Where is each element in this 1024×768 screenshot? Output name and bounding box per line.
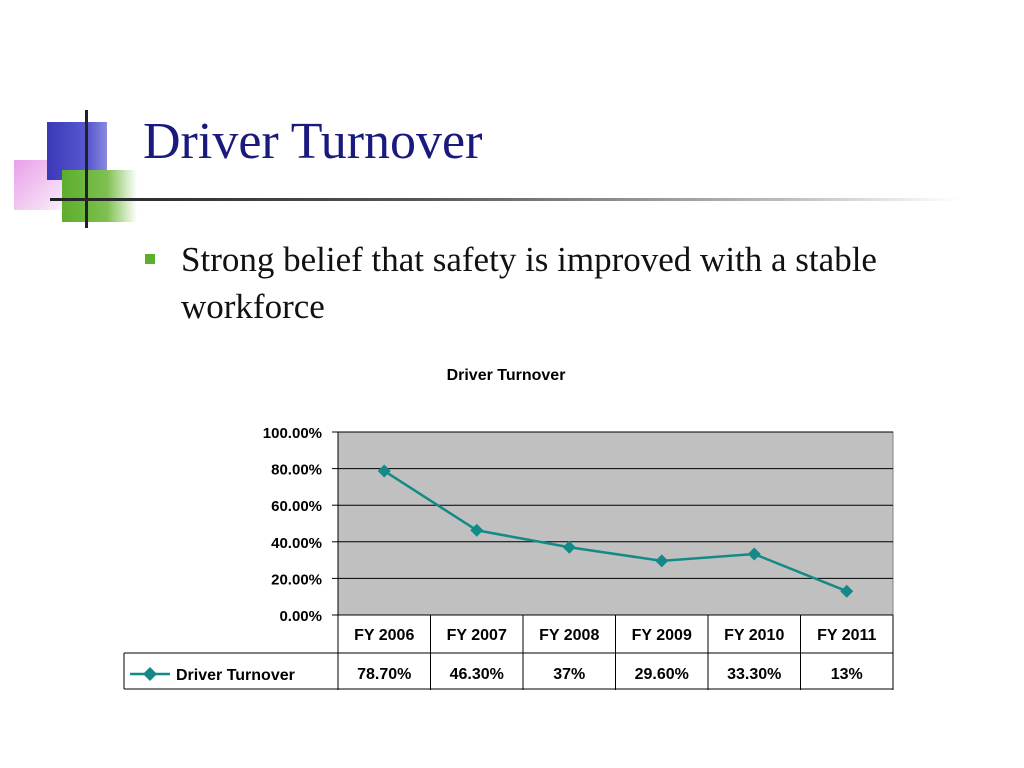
data-table-value: 13% (831, 666, 863, 683)
legend-diamond-icon (143, 667, 157, 681)
data-table-value: 78.70% (357, 666, 411, 683)
title-divider (50, 198, 960, 201)
data-point (747, 547, 761, 561)
bullet-square-icon (145, 254, 155, 264)
x-category-label: FY 2007 (447, 627, 507, 644)
decor-green-square (62, 170, 137, 222)
legend-label: Driver Turnover (176, 667, 295, 684)
x-category-label: FY 2008 (539, 627, 599, 644)
y-tick-label: 80.00% (271, 462, 322, 479)
y-tick-label: 60.00% (271, 498, 322, 515)
decor-vertical-line (85, 110, 88, 228)
chart-title: Driver Turnover (447, 367, 566, 384)
data-table-value: 37% (553, 666, 585, 683)
x-category-label: FY 2010 (724, 627, 784, 644)
data-table-value: 33.30% (727, 666, 781, 683)
x-category-label: FY 2011 (817, 627, 876, 644)
slide-title: Driver Turnover (143, 113, 483, 170)
data-point (840, 584, 854, 598)
series-line (383, 469, 848, 593)
data-table-value: 29.60% (635, 666, 689, 683)
data-point (655, 554, 669, 568)
y-tick-label: 20.00% (271, 571, 322, 588)
x-category-label: FY 2009 (632, 627, 692, 644)
data-point (470, 523, 484, 537)
bullet-text: Strong belief that safety is improved wi… (181, 240, 877, 326)
data-point (377, 464, 391, 478)
y-tick-label: 100.00% (263, 425, 322, 442)
data-table-value: 46.30% (450, 666, 504, 683)
y-tick-label: 0.00% (279, 608, 322, 625)
x-category-label: FY 2006 (354, 627, 414, 644)
plot-area (337, 431, 894, 616)
data-point (562, 540, 576, 554)
y-tick-label: 40.00% (271, 535, 322, 552)
